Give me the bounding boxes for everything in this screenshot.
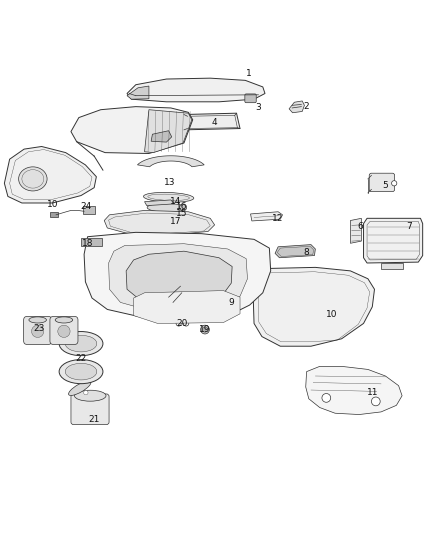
Ellipse shape [29,317,46,323]
Text: 2: 2 [304,102,309,111]
FancyBboxPatch shape [245,94,256,103]
Circle shape [184,321,189,326]
Text: 10: 10 [47,200,58,209]
Polygon shape [253,268,374,346]
Text: 16: 16 [176,202,187,211]
Text: 18: 18 [82,239,93,248]
Text: 22: 22 [75,354,87,363]
Ellipse shape [74,390,106,401]
Ellipse shape [59,332,103,356]
Ellipse shape [58,325,70,337]
Text: 12: 12 [272,214,284,223]
Text: 11: 11 [367,387,378,397]
Polygon shape [251,212,283,221]
Text: 23: 23 [34,324,45,333]
Circle shape [180,204,187,211]
Polygon shape [4,147,96,203]
Ellipse shape [68,381,91,395]
Polygon shape [109,244,247,311]
Ellipse shape [18,167,47,191]
Polygon shape [306,366,402,415]
Polygon shape [364,219,423,263]
Polygon shape [289,101,304,113]
Ellipse shape [65,335,97,352]
Polygon shape [145,200,174,206]
Text: 13: 13 [164,178,176,187]
Polygon shape [84,232,271,318]
Polygon shape [104,211,215,235]
Polygon shape [127,86,149,99]
Polygon shape [184,113,240,130]
Polygon shape [275,245,315,258]
Circle shape [322,393,331,402]
Polygon shape [172,115,184,130]
Text: 8: 8 [304,248,310,257]
Text: 1: 1 [246,69,252,78]
Ellipse shape [55,317,73,323]
Circle shape [176,321,181,326]
FancyBboxPatch shape [50,212,58,217]
FancyBboxPatch shape [81,238,102,246]
FancyBboxPatch shape [71,394,109,425]
Polygon shape [151,131,172,142]
Polygon shape [350,219,361,243]
Polygon shape [71,107,193,154]
Text: 3: 3 [255,103,261,112]
FancyBboxPatch shape [369,173,395,191]
Ellipse shape [59,360,103,384]
Ellipse shape [147,204,186,212]
Circle shape [371,397,380,406]
FancyBboxPatch shape [83,206,95,214]
Polygon shape [381,263,403,269]
Text: 9: 9 [228,298,234,307]
Ellipse shape [144,192,194,202]
Ellipse shape [65,364,97,380]
Text: 5: 5 [382,181,389,190]
Text: 19: 19 [199,325,211,334]
Text: 20: 20 [177,319,188,328]
Ellipse shape [32,325,44,337]
Polygon shape [134,290,240,324]
Text: 4: 4 [212,118,217,127]
Text: 6: 6 [357,222,363,231]
Circle shape [202,327,208,332]
Text: 17: 17 [170,217,182,227]
Circle shape [201,325,209,334]
Polygon shape [145,110,192,152]
Polygon shape [127,78,265,102]
Text: 10: 10 [326,310,338,319]
Text: 21: 21 [88,415,100,424]
FancyBboxPatch shape [50,317,78,344]
FancyBboxPatch shape [24,317,52,344]
Text: 14: 14 [170,197,181,206]
Circle shape [84,391,88,395]
Polygon shape [126,251,232,304]
Text: 7: 7 [406,222,413,231]
Text: 15: 15 [176,209,187,219]
Text: 24: 24 [80,202,92,211]
Polygon shape [138,156,204,167]
Circle shape [392,181,397,186]
